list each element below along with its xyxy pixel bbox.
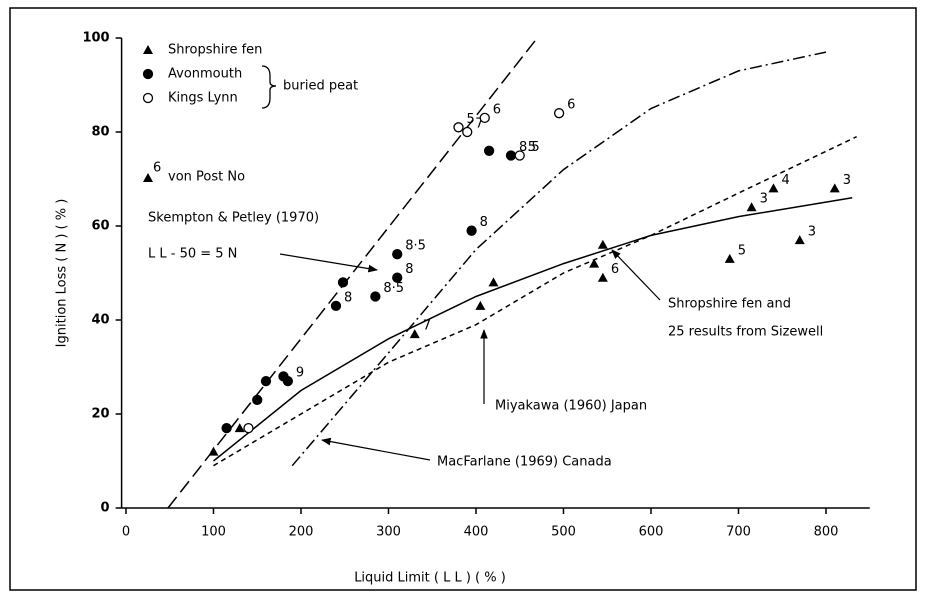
y-tick-label: 100	[82, 31, 109, 46]
y-axis-label: Ignition Loss ( N ) ( % )	[55, 199, 70, 348]
filled-circle-marker	[252, 394, 263, 406]
annotation: Skempton & Petley (1970)	[148, 211, 319, 226]
filled-circle-marker	[466, 225, 477, 236]
triangle-marker	[475, 300, 486, 310]
legend-marker	[142, 92, 154, 104]
open-circle-marker	[514, 150, 525, 161]
point-label: 9	[296, 366, 304, 381]
filled-circle-marker	[370, 291, 381, 302]
triangle-marker	[724, 253, 735, 263]
point-label: 7	[475, 117, 483, 132]
triangle-marker	[746, 202, 757, 212]
y-tick-label: 60	[92, 219, 110, 234]
annotation-arrow	[321, 437, 431, 461]
open-circle-marker	[453, 122, 464, 133]
x-tick-label: 200	[289, 525, 314, 540]
legend-marker	[143, 45, 153, 54]
y-tick-label: 40	[92, 313, 110, 328]
legend-group-label: buried peat	[283, 79, 358, 94]
triangle-marker	[589, 258, 600, 268]
point-label: 6	[493, 102, 501, 117]
trend-line	[213, 197, 853, 462]
annotation: L L - 50 = 5 N	[148, 247, 237, 262]
point-label: 3	[760, 192, 768, 207]
triangle-marker	[768, 183, 779, 193]
filled-circle-marker	[392, 249, 403, 260]
point-label: 8	[344, 290, 352, 305]
legend-label: Shropshire fen	[168, 43, 262, 58]
x-axis-label: Liquid Limit ( L L ) ( % )	[354, 571, 506, 586]
point-label: 5	[738, 243, 746, 258]
filled-circle-marker	[282, 375, 294, 387]
x-tick-label: 300	[376, 525, 401, 540]
trend-line	[291, 51, 827, 467]
open-circle-marker	[553, 108, 565, 119]
point-label: 8	[480, 215, 488, 230]
open-circle-marker	[243, 422, 254, 434]
point-label: 8·5	[405, 239, 426, 254]
triangle-marker	[794, 235, 805, 245]
von-post-marker	[143, 173, 153, 182]
x-tick-label: 500	[551, 525, 576, 540]
legend-label: Avonmouth	[168, 67, 242, 82]
annotation: 25 results from Sizewell	[668, 325, 823, 340]
open-circle-marker	[462, 126, 473, 138]
annotation: Miyakawa (1960) Japan	[495, 399, 647, 414]
x-tick-label: 600	[639, 525, 664, 540]
annotation-arrow	[611, 249, 661, 301]
y-tick-label: 0	[101, 501, 110, 516]
y-tick-label: 20	[92, 407, 110, 422]
triangle-marker	[829, 183, 840, 193]
legend-label: Kings Lynn	[168, 91, 238, 106]
point-label: 8·5	[383, 281, 404, 296]
point-label: 3	[808, 225, 816, 240]
triangle-marker	[597, 272, 608, 282]
y-tick-label: 80	[92, 125, 110, 140]
x-tick-label: 700	[726, 525, 751, 540]
x-tick-label: 100	[201, 525, 226, 540]
filled-circle-marker	[505, 150, 517, 161]
von-post-label: von Post No	[168, 170, 245, 185]
point-label: 8	[405, 262, 413, 277]
filled-circle-marker	[483, 145, 495, 156]
trend-line	[213, 136, 857, 467]
von-post-sup: 6	[153, 161, 161, 176]
annotation: MacFarlane (1969) Canada	[437, 455, 612, 470]
triangle-marker	[234, 423, 245, 433]
point-label: 6	[567, 98, 575, 113]
open-circle-marker	[479, 112, 490, 124]
filled-circle-marker	[260, 375, 272, 387]
annotation: Shropshire fen and	[668, 297, 791, 312]
triangle-marker	[208, 446, 219, 456]
point-label: 4	[781, 173, 789, 188]
point-label: 6	[611, 262, 619, 277]
legend-marker	[142, 68, 154, 80]
triangle-marker	[409, 329, 420, 339]
point-label: 5	[528, 140, 536, 155]
filled-circle-marker	[330, 300, 342, 312]
point-label: 3	[843, 173, 851, 188]
triangle-marker	[488, 277, 499, 287]
triangle-marker	[597, 239, 608, 249]
point-label: 5	[466, 112, 474, 127]
filled-circle-marker	[337, 277, 349, 288]
x-tick-label: 0	[122, 525, 130, 540]
x-tick-label: 800	[814, 525, 839, 540]
annotation-arrow	[279, 253, 378, 273]
filled-circle-marker	[392, 272, 403, 283]
x-tick-label: 400	[464, 525, 489, 540]
point-label: 8.5	[519, 140, 540, 155]
frame	[9, 7, 917, 591]
filled-circle-marker	[221, 422, 232, 434]
trend-line	[167, 37, 538, 509]
point-label: 7	[423, 319, 431, 334]
legend-brace	[261, 65, 277, 109]
